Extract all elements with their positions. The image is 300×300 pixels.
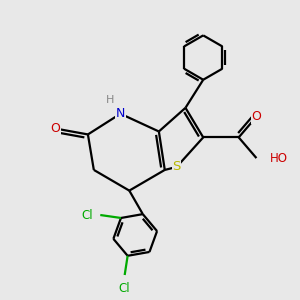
Text: N: N [116, 107, 125, 120]
Text: S: S [172, 160, 181, 173]
Text: O: O [50, 122, 60, 135]
Text: H: H [106, 95, 114, 105]
Text: Cl: Cl [81, 208, 93, 221]
Text: Cl: Cl [119, 282, 130, 296]
Text: O: O [251, 110, 261, 123]
Text: HO: HO [270, 152, 288, 165]
